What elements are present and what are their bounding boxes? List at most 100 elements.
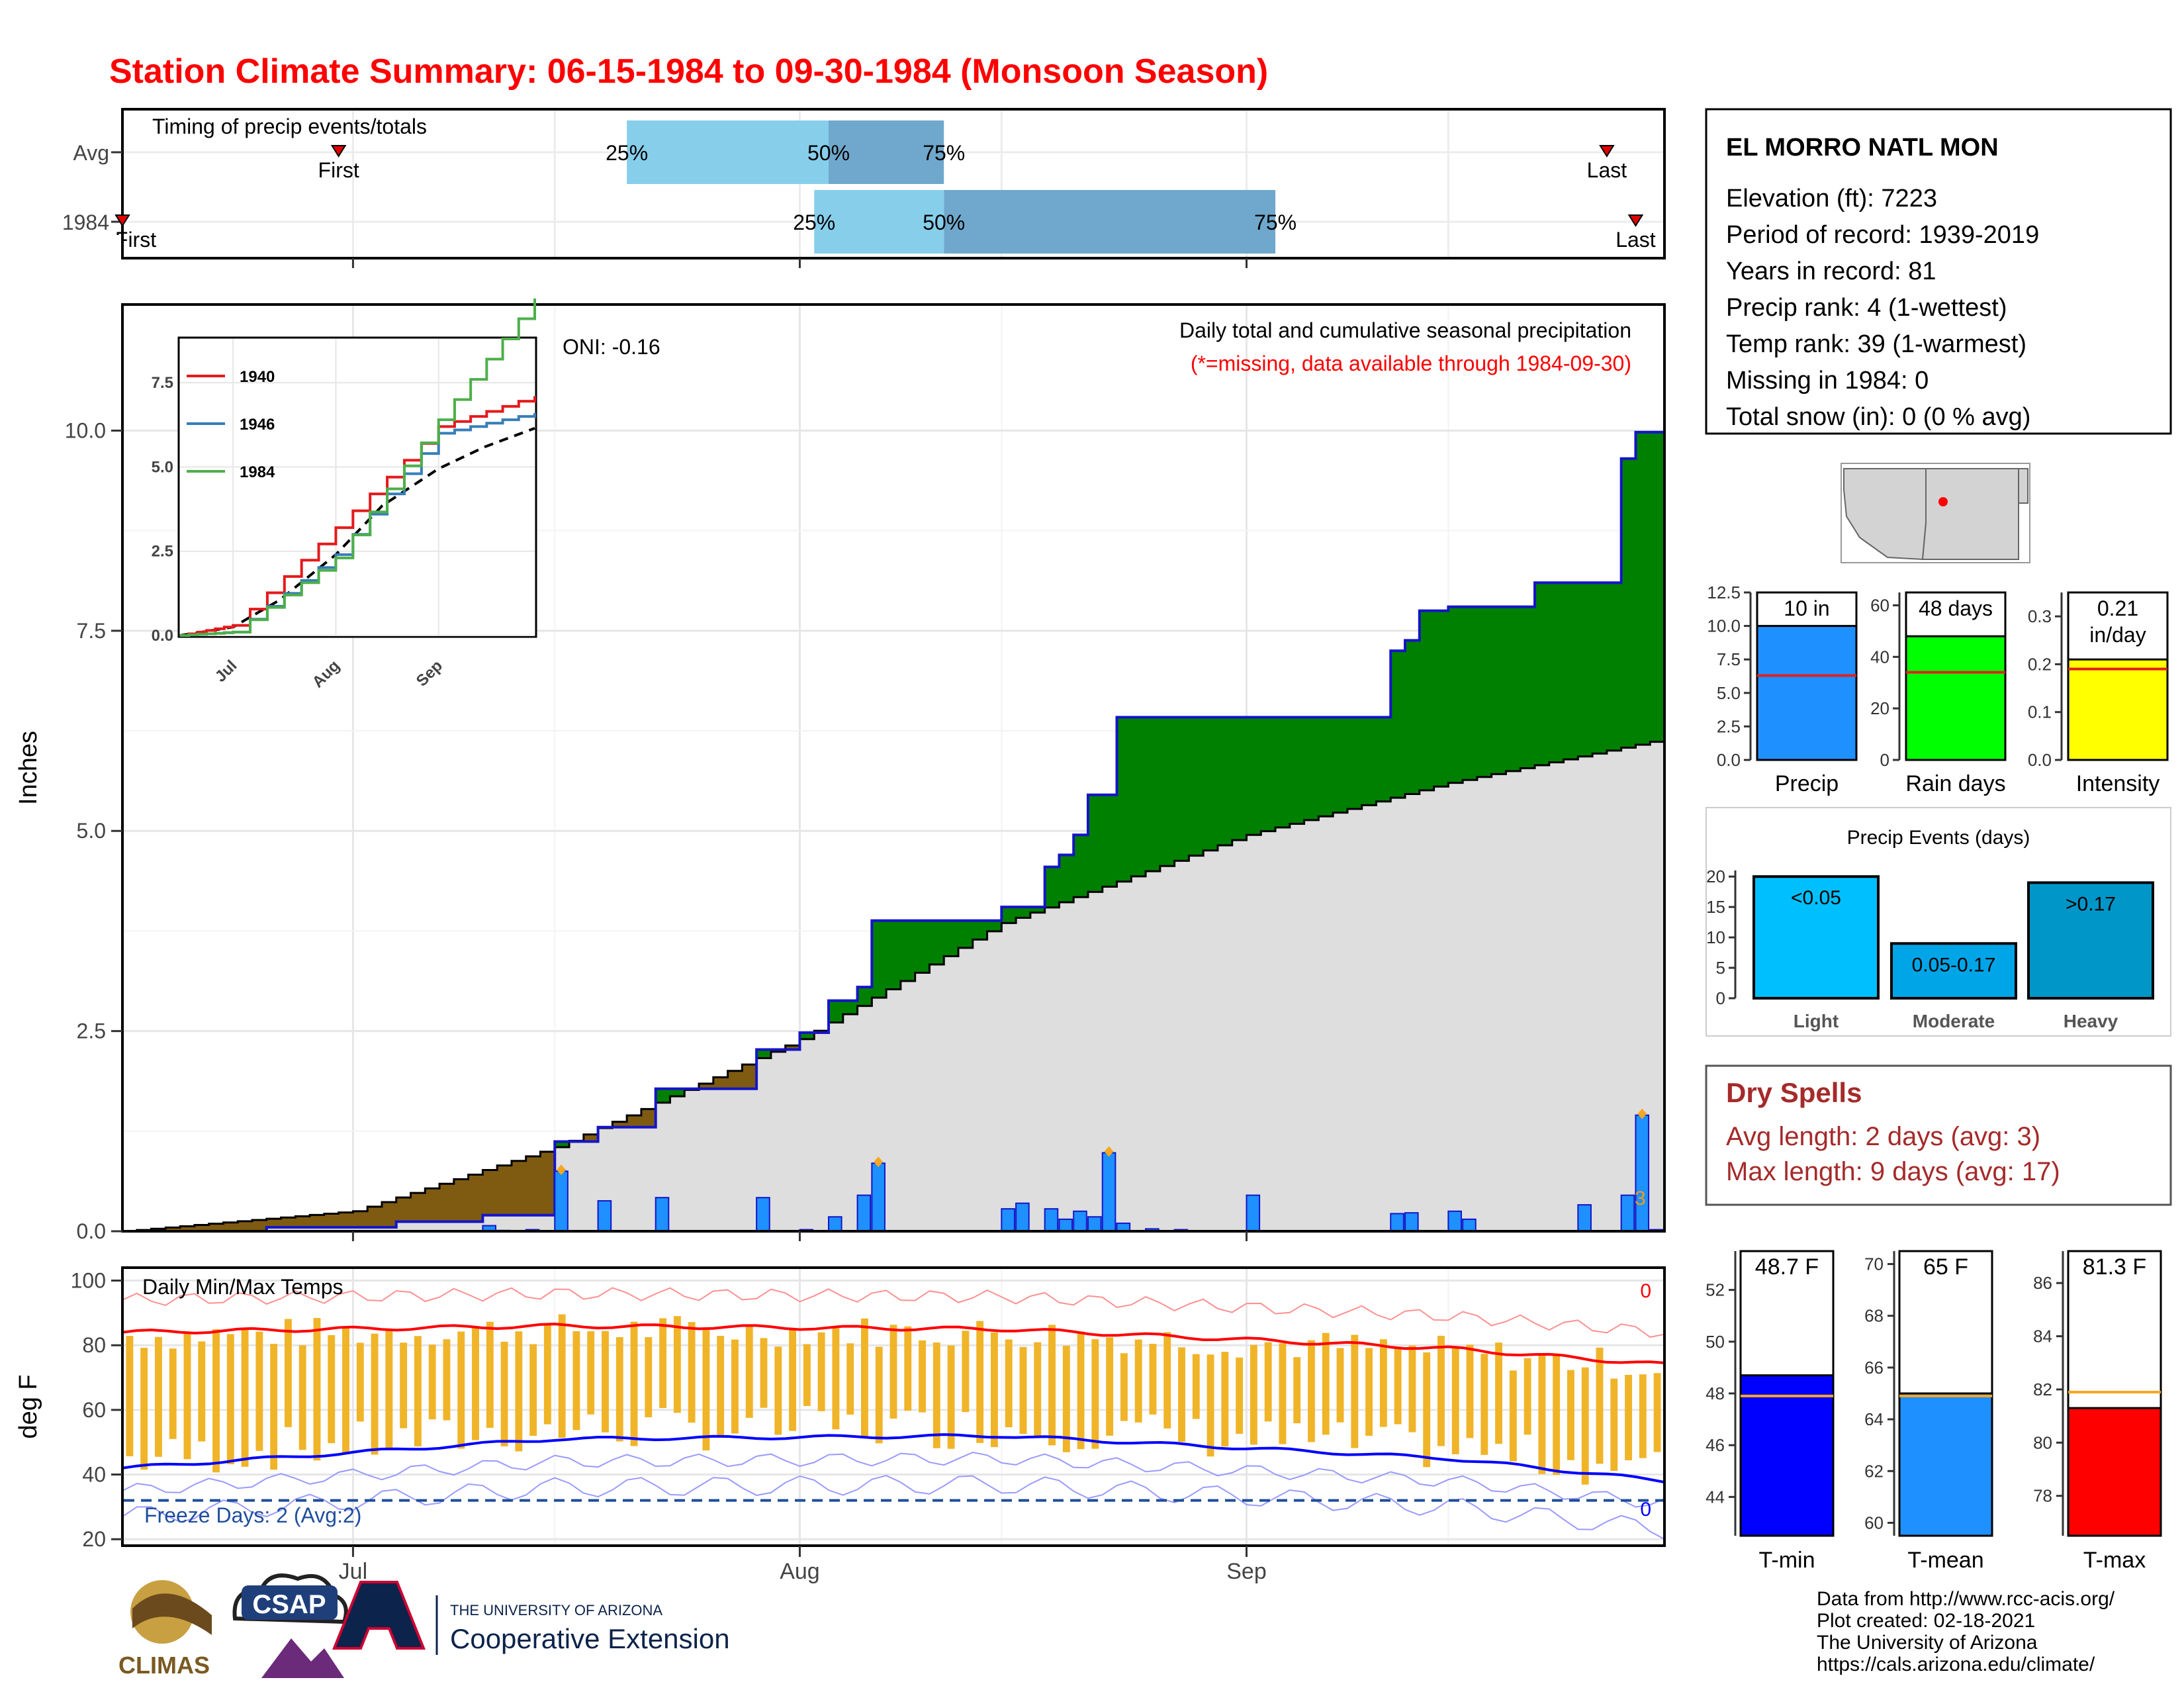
temp-y-tick-label: 20 <box>82 1527 106 1551</box>
climas-logo: CLIMAS <box>118 1580 212 1679</box>
daily-temp-range-bar <box>400 1342 408 1429</box>
daily-temp-range-bar <box>543 1323 551 1425</box>
daily-temp-range-bar <box>529 1344 537 1436</box>
above-average-area <box>1174 717 1190 861</box>
missing-note: (*=missing, data available through 1984-… <box>1191 352 1631 375</box>
above-average-area <box>1318 717 1334 817</box>
timing-p25-label: 25% <box>793 211 835 234</box>
temp-summary-bar <box>1898 1392 1993 1537</box>
credit-data-source: Data from http://www.rcc-acis.org/ <box>1817 1588 2115 1610</box>
summary-value-label: 48 days <box>1919 596 1993 620</box>
summary-y-tick-label: 40 <box>1870 647 1889 667</box>
above-average-area <box>1578 583 1593 757</box>
daily-temp-range-bar <box>457 1331 465 1449</box>
daily-temp-range-bar <box>832 1328 840 1430</box>
below-average-area <box>338 1212 354 1227</box>
record-min-line-upper <box>122 1451 1665 1508</box>
below-average-area <box>583 1134 599 1142</box>
above-average-area <box>1001 907 1017 923</box>
summary-y-tick-label: 2.5 <box>1717 716 1741 736</box>
daily-temp-range-bar <box>1451 1346 1459 1454</box>
below-average-area <box>699 1083 714 1089</box>
above-average-area <box>1563 583 1578 760</box>
summary-y-tick-label: 7.5 <box>1717 649 1741 669</box>
extreme-count: 3 <box>1635 1188 1646 1209</box>
daily-temp-range-bar <box>602 1331 609 1432</box>
daily-precip-bar <box>655 1197 670 1232</box>
timing-row-label: Avg <box>73 141 109 165</box>
daily-temp-range-bar <box>659 1318 667 1409</box>
above-average-area <box>886 920 901 990</box>
first-event-marker <box>114 214 130 227</box>
above-average-area <box>1102 794 1118 887</box>
daily-temp-range-bar <box>1408 1345 1416 1432</box>
extreme-precip-marker <box>874 1156 884 1168</box>
extreme-precip-marker <box>557 1164 567 1176</box>
daily-precip-bar <box>1447 1210 1462 1233</box>
freeze-days-text: Freeze Days: 2 (Avg:2) <box>144 1503 361 1527</box>
daily-precip-bar <box>1620 1194 1635 1232</box>
dry-spells-avg: Avg length: 2 days (avg: 3) <box>1726 1122 2040 1151</box>
precip-y-tick-label: 7.5 <box>77 619 106 643</box>
above-average-area <box>1203 717 1218 851</box>
inset-lines <box>179 298 536 637</box>
daily-temp-range-bar <box>1379 1339 1387 1427</box>
temp-y-tick-label: 60 <box>82 1398 106 1422</box>
last-event-marker <box>1627 214 1644 227</box>
timing-p50-label: 50% <box>807 141 850 165</box>
daily-temp-range-bar <box>328 1335 336 1444</box>
daily-temp-range-bar <box>1293 1357 1301 1424</box>
temp-daily-bars <box>126 1314 1661 1485</box>
timing-left-mask <box>0 235 121 261</box>
daily-temp-range-bar <box>385 1330 393 1450</box>
daily-temp-range-bar <box>1509 1370 1517 1462</box>
above-average-area <box>1606 583 1622 751</box>
above-average-area <box>1390 651 1406 798</box>
temp-summary-value-label: 81.3 F <box>2083 1254 2146 1280</box>
daily-temp-range-bar <box>962 1331 970 1413</box>
below-average-area <box>511 1160 527 1215</box>
above-average-area <box>1506 606 1521 771</box>
below-average-area <box>266 1219 282 1227</box>
summary-bar-name: Intensity <box>2076 771 2160 796</box>
daily-precip-bar <box>756 1197 770 1232</box>
daily-temp-range-bar <box>587 1331 595 1415</box>
above-average-area <box>1146 717 1161 872</box>
ua-logo-letter <box>332 1581 426 1650</box>
timing-title: Timing of precip events/totals <box>152 115 427 138</box>
summary-y-tick-label: 5.0 <box>1717 683 1741 703</box>
below-average-area <box>410 1193 426 1222</box>
above-average-area <box>1376 717 1391 802</box>
below-average-area <box>482 1170 498 1215</box>
daily-temp-range-bar <box>428 1344 436 1420</box>
daily-precip-bar <box>1635 1114 1650 1232</box>
cumulative-difference-areas <box>136 432 1665 1231</box>
below-average-area <box>310 1215 325 1227</box>
below-average-area <box>525 1156 541 1215</box>
above-average-area <box>1044 867 1060 908</box>
above-average-area <box>655 1088 671 1103</box>
climas-logo-swoosh <box>132 1593 212 1635</box>
event-category-label: Light <box>1794 1011 1839 1031</box>
inset-legend-label: 1940 <box>240 368 275 386</box>
station-name: EL MORRO NATL MON <box>1726 134 1999 162</box>
summary-bar <box>1905 635 2007 761</box>
daily-temp-range-bar <box>241 1328 249 1467</box>
inset-series-line <box>180 298 536 637</box>
temperature-panel: 20 40 60 80 100 Jul Aug Sep Daily Min/Max Temp… <box>15 258 1666 1584</box>
summary-y-tick-label: 10.0 <box>1707 616 1741 636</box>
temp-y-tick-label: 100 <box>71 1269 106 1293</box>
above-average-area <box>842 1000 858 1015</box>
daily-temp-range-bar <box>226 1334 234 1464</box>
daily-temp-range-bar <box>947 1345 955 1449</box>
below-average-area <box>238 1221 253 1231</box>
daily-temp-range-bar <box>140 1348 148 1470</box>
daily-temp-range-bar <box>1264 1342 1272 1422</box>
events-title: Precip Events (days) <box>1847 827 2030 849</box>
temp-summary-name: T-max <box>2083 1548 2146 1573</box>
station-period: Period of record: 1939-2019 <box>1726 221 2039 249</box>
new-mexico-shape <box>1921 468 2019 560</box>
daily-temp-range-bar <box>702 1328 710 1451</box>
station-frame <box>1705 108 2172 435</box>
